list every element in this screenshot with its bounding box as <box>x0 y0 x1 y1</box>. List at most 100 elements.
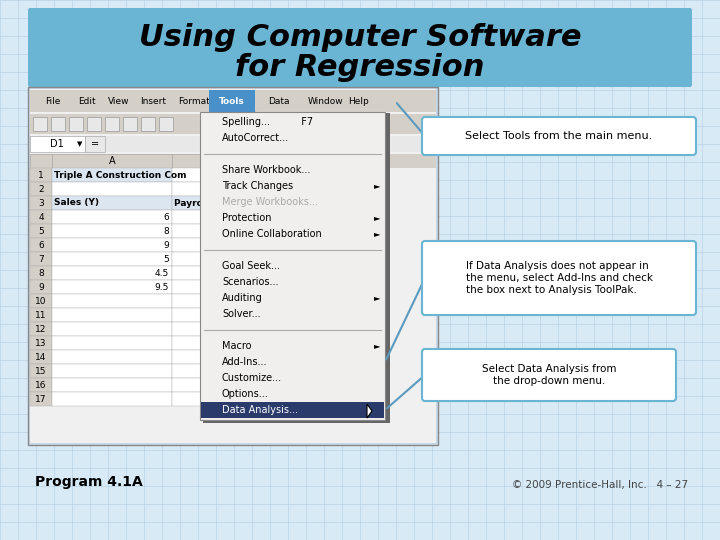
Text: Auditing: Auditing <box>222 293 263 303</box>
Text: 8: 8 <box>163 226 169 235</box>
Polygon shape <box>367 404 372 418</box>
Bar <box>69 117 83 131</box>
Bar <box>172 294 252 308</box>
Bar <box>172 280 252 294</box>
FancyBboxPatch shape <box>28 8 692 87</box>
Bar <box>30 238 52 252</box>
Text: 5: 5 <box>38 226 44 235</box>
Text: B: B <box>209 156 215 166</box>
Bar <box>172 196 252 210</box>
Text: Program 4.1A: Program 4.1A <box>35 475 143 489</box>
Text: Tools: Tools <box>220 97 242 105</box>
Text: Tools: Tools <box>219 97 245 105</box>
Bar <box>252 154 270 168</box>
Text: 7: 7 <box>38 254 44 264</box>
Text: 9.5: 9.5 <box>155 282 169 292</box>
Text: 2: 2 <box>38 185 44 193</box>
FancyBboxPatch shape <box>422 241 696 315</box>
Bar <box>52 294 172 308</box>
Text: Customize...: Customize... <box>222 373 282 383</box>
Text: 6: 6 <box>243 240 249 249</box>
Text: 6: 6 <box>163 213 169 221</box>
Bar <box>172 252 252 266</box>
Bar <box>52 336 172 350</box>
Bar <box>30 90 436 112</box>
Bar <box>30 378 52 392</box>
Text: 5: 5 <box>243 282 249 292</box>
Bar <box>123 117 137 131</box>
Bar <box>30 136 85 152</box>
Text: Select Tools from the main menu.: Select Tools from the main menu. <box>465 131 652 141</box>
Bar <box>30 154 52 168</box>
Text: Spelling...          F7: Spelling... F7 <box>222 117 313 127</box>
Text: Scenarios...: Scenarios... <box>222 277 279 287</box>
Bar <box>159 117 173 131</box>
Text: Triple A Construction Com: Triple A Construction Com <box>54 171 186 179</box>
Bar <box>252 308 270 322</box>
Bar <box>30 154 436 168</box>
Bar <box>172 168 252 182</box>
Bar <box>87 117 101 131</box>
Bar <box>30 182 52 196</box>
Bar <box>52 168 172 182</box>
Text: Share Workbook...: Share Workbook... <box>222 165 310 175</box>
Text: Sales (Y): Sales (Y) <box>54 199 99 207</box>
Text: Protection: Protection <box>222 213 271 223</box>
FancyBboxPatch shape <box>422 117 696 155</box>
Bar <box>30 294 52 308</box>
Text: Add-Ins...: Add-Ins... <box>222 357 268 367</box>
Bar <box>85 136 105 152</box>
Bar <box>252 364 270 378</box>
Bar <box>252 168 270 182</box>
Bar <box>52 322 172 336</box>
Text: AutoCorrect...: AutoCorrect... <box>222 133 289 143</box>
Text: 13: 13 <box>35 339 47 348</box>
Bar <box>52 182 172 196</box>
Text: Data: Data <box>268 97 289 105</box>
Bar <box>172 392 252 406</box>
Bar <box>52 280 172 294</box>
Bar <box>30 266 52 280</box>
Bar <box>105 117 119 131</box>
Text: 11: 11 <box>35 310 47 320</box>
Text: 1: 1 <box>38 171 44 179</box>
Bar <box>52 252 172 266</box>
Text: 4: 4 <box>243 226 249 235</box>
Bar <box>172 238 252 252</box>
Text: 17: 17 <box>35 395 47 403</box>
Bar <box>172 224 252 238</box>
Bar <box>172 322 252 336</box>
Text: Help: Help <box>348 97 369 105</box>
Bar <box>252 224 270 238</box>
Text: E: E <box>258 156 264 166</box>
Text: 4.5: 4.5 <box>155 268 169 278</box>
Text: 2: 2 <box>243 268 249 278</box>
Text: 5: 5 <box>163 254 169 264</box>
Bar <box>172 266 252 280</box>
Bar <box>52 308 172 322</box>
Text: 3: 3 <box>243 213 249 221</box>
Text: ►: ► <box>374 230 380 239</box>
Bar <box>30 210 52 224</box>
Bar <box>201 402 384 418</box>
Bar <box>30 350 52 364</box>
Text: Payroll (X): Payroll (X) <box>174 199 228 207</box>
Bar <box>252 294 270 308</box>
Bar <box>52 196 172 210</box>
Text: 6: 6 <box>38 240 44 249</box>
Bar <box>30 308 52 322</box>
Text: View: View <box>108 97 130 105</box>
Bar <box>252 238 270 252</box>
Bar <box>252 322 270 336</box>
Bar <box>172 336 252 350</box>
Text: 10: 10 <box>35 296 47 306</box>
Bar <box>172 154 252 168</box>
Text: =: = <box>91 139 99 149</box>
Text: © 2009 Prentice-Hall, Inc.   4 – 27: © 2009 Prentice-Hall, Inc. 4 – 27 <box>512 480 688 490</box>
Bar <box>30 136 436 152</box>
Text: 12: 12 <box>35 325 47 334</box>
Text: Merge Workbooks...: Merge Workbooks... <box>222 197 318 207</box>
Text: Goal Seek...: Goal Seek... <box>222 261 280 271</box>
Bar <box>141 117 155 131</box>
Bar <box>30 196 52 210</box>
